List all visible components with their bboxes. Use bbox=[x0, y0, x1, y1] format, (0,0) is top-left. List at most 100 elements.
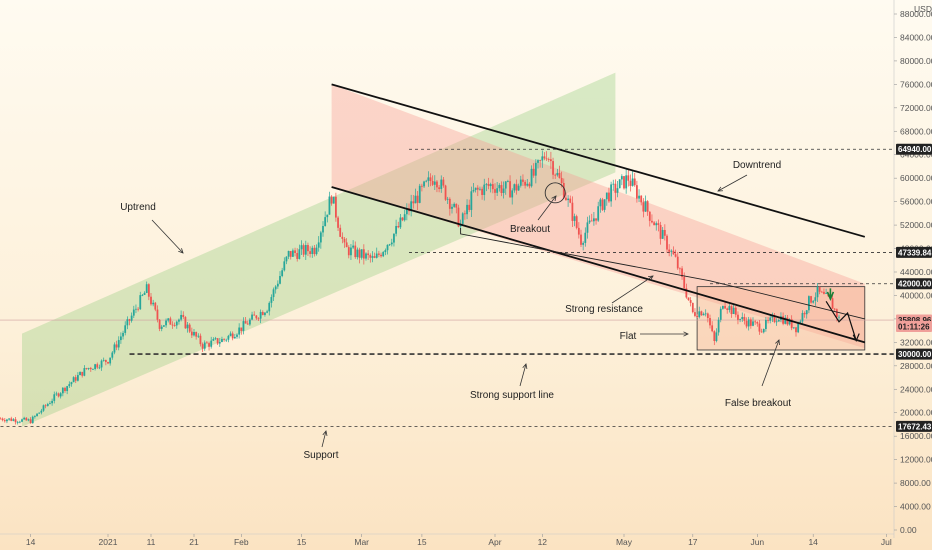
candle-body bbox=[382, 252, 385, 257]
candle-body bbox=[575, 216, 578, 228]
candle-body bbox=[212, 339, 215, 341]
candle-body bbox=[500, 185, 503, 193]
candle-body bbox=[188, 324, 191, 332]
candle-body bbox=[352, 245, 354, 248]
price-axis: 0.00 4000.00 8000.00 12000.00 16000.00 20000.… bbox=[893, 0, 932, 538]
candle-body bbox=[421, 185, 423, 187]
candle-body bbox=[577, 227, 580, 235]
candle-body bbox=[448, 198, 451, 209]
candle-body bbox=[68, 384, 71, 387]
candle-body bbox=[496, 188, 499, 193]
x-tick-label: Jun bbox=[750, 537, 764, 547]
price-tag-label-2: 42000.00 bbox=[898, 280, 932, 289]
candle-body bbox=[27, 419, 30, 421]
candle-body bbox=[569, 198, 572, 203]
candle-body bbox=[818, 286, 821, 292]
candle-body bbox=[756, 322, 759, 324]
price-tag-label-6: 17672.43 bbox=[898, 422, 932, 431]
candle-body bbox=[638, 195, 640, 199]
candle-body bbox=[808, 296, 810, 311]
candle-body bbox=[560, 177, 563, 184]
candle-body bbox=[122, 332, 124, 337]
candle-body bbox=[186, 324, 189, 329]
candle-body bbox=[70, 382, 73, 385]
candle-body bbox=[102, 359, 105, 361]
candle-body bbox=[532, 168, 535, 176]
candle-body bbox=[309, 251, 311, 255]
candle-body bbox=[743, 316, 746, 321]
candle-body bbox=[436, 181, 438, 188]
candle-body bbox=[797, 323, 800, 333]
candle-body bbox=[547, 159, 550, 160]
x-tick-label: 14 bbox=[808, 537, 818, 547]
candle-body bbox=[522, 179, 524, 182]
candle-body bbox=[702, 313, 705, 316]
trend-lines bbox=[331, 83, 866, 344]
candle-body bbox=[229, 333, 232, 336]
candle-body bbox=[154, 302, 157, 310]
candle-body bbox=[16, 421, 19, 423]
x-tick-label: 21 bbox=[189, 537, 199, 547]
label-strong-support: Strong support line bbox=[470, 390, 554, 401]
candle-body bbox=[803, 313, 806, 315]
candle-body bbox=[332, 196, 335, 204]
x-tick-label: 15 bbox=[417, 537, 427, 547]
downtrend-upper-line bbox=[331, 83, 866, 238]
candle-body bbox=[653, 222, 655, 226]
candle-body bbox=[681, 268, 683, 277]
candle-body bbox=[375, 253, 378, 258]
x-tick-label: 15 bbox=[297, 537, 307, 547]
time-axis: 14 2021 11 21 Feb 15 Mar 15 Apr 12 May 17 Jun 14 Jul bbox=[0, 533, 894, 547]
candle-body bbox=[816, 286, 819, 298]
candle-body bbox=[762, 328, 765, 333]
candle-body bbox=[732, 307, 735, 315]
candle-body bbox=[640, 195, 643, 203]
candle-body bbox=[410, 201, 413, 212]
candle-body bbox=[485, 183, 488, 185]
candle-body bbox=[717, 319, 720, 333]
x-tick-label: Apr bbox=[488, 537, 501, 547]
candle-body bbox=[765, 319, 767, 329]
candle-body bbox=[311, 247, 314, 255]
x-tick-label: 11 bbox=[147, 537, 156, 547]
candle-body bbox=[261, 311, 264, 315]
candle-body bbox=[468, 204, 471, 210]
y-tick-label: 76000.00 bbox=[900, 79, 932, 89]
candle-body bbox=[552, 161, 554, 175]
y-tick-label: 28000.00 bbox=[900, 361, 932, 371]
candle-body bbox=[773, 315, 776, 323]
candle-body bbox=[240, 327, 243, 331]
candle-body bbox=[143, 292, 146, 295]
candle-body bbox=[595, 218, 597, 221]
price-tag-4 bbox=[896, 321, 932, 333]
candle-body bbox=[734, 307, 737, 315]
candle-body bbox=[767, 319, 769, 321]
candle-body bbox=[446, 198, 449, 200]
candle-body bbox=[605, 192, 608, 200]
candle-body bbox=[429, 177, 432, 182]
candle-body bbox=[246, 323, 249, 325]
candle-body bbox=[646, 201, 649, 212]
candle-body bbox=[87, 367, 90, 369]
candle-body bbox=[150, 296, 152, 305]
candle-body bbox=[479, 188, 481, 190]
candle-body bbox=[289, 250, 292, 257]
candle-body bbox=[534, 162, 537, 176]
candle-body bbox=[283, 261, 286, 271]
candle-body bbox=[266, 311, 268, 313]
candle-body bbox=[319, 232, 322, 243]
candle-body bbox=[541, 156, 544, 161]
arrow-flat-head bbox=[683, 331, 689, 337]
x-tick-label: May bbox=[616, 537, 633, 547]
candle-body bbox=[354, 245, 357, 258]
candle-body bbox=[238, 327, 241, 335]
candle-body bbox=[165, 320, 167, 326]
candle-body bbox=[156, 309, 159, 320]
candle-body bbox=[141, 294, 144, 296]
candle-body bbox=[719, 308, 722, 320]
candle-body bbox=[571, 202, 574, 221]
candle-body bbox=[18, 421, 21, 423]
candle-body bbox=[171, 324, 174, 326]
candle-body bbox=[543, 156, 546, 159]
